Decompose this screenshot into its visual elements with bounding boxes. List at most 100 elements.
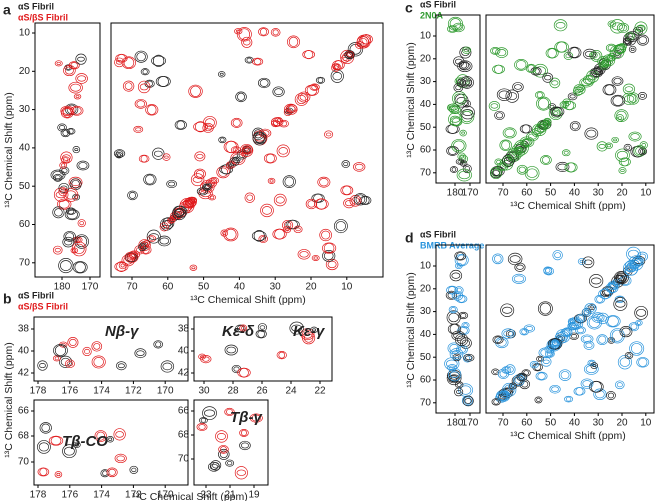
contour [115,431,124,438]
contour [628,255,644,271]
contour [323,251,334,261]
y-tick-label: 38 [178,324,190,335]
y-tick-label: 10 [19,28,31,39]
x-tick-label: 20 [616,188,628,199]
contour [299,251,309,258]
x-tick-label: 172 [125,386,142,397]
contour [635,146,645,156]
x-tick-label: 178 [30,490,47,501]
contour [347,42,364,57]
peak-annotation: Tβ-CO [62,433,108,450]
contour [567,92,578,101]
x-tick-label: 50 [545,188,557,199]
x-tick-label: 30 [270,282,282,293]
legend-entry: αS Fibril [420,229,456,239]
contour [136,100,146,108]
y-tick-label: 50 [420,352,432,363]
contour [615,380,625,390]
y-tick-label: 10 [420,261,432,272]
contour [495,47,509,58]
contour [215,430,228,443]
contour [447,364,458,372]
contour [276,144,290,158]
x-tick-label: 170 [462,418,479,429]
contour [258,128,272,138]
y-tick-label: 66 [178,406,190,417]
contour [509,255,521,263]
contour [613,297,628,311]
spectrum-contours [37,422,139,478]
contour [573,387,586,396]
contour [54,471,63,478]
contour [459,129,467,137]
contour [313,256,318,260]
contour [37,467,50,477]
contour [252,57,264,66]
contour [514,84,522,90]
contour [461,49,470,56]
contour [579,259,585,263]
contour [152,147,165,160]
contour [358,36,369,48]
contour [616,110,627,121]
contour [50,169,66,181]
contour [633,257,642,266]
contour [564,162,578,173]
contour [453,93,465,104]
contour [504,156,513,165]
x-tick-label: 176 [61,386,78,397]
contour [283,225,292,234]
contour [238,28,251,41]
contour [335,221,346,232]
contour [166,179,177,189]
spectrum-contours [445,16,475,182]
contour [317,176,331,188]
x-axis-label: ¹³C Chemical Shift (ppm) [190,294,306,306]
contour [234,28,243,35]
contour [78,162,88,169]
y-tick-label: 68 [178,430,190,441]
contour [157,235,171,247]
contour [351,196,360,205]
contour [224,407,235,416]
x-tick-label: 60 [521,418,533,429]
contour [59,161,68,169]
x-tick-label: 174 [93,490,110,501]
contour [626,353,632,358]
contour [452,22,465,33]
contour [582,335,592,343]
contour [140,154,148,163]
contour [161,224,168,229]
contour [74,234,89,249]
x-tick-label: 23 [200,490,212,501]
contour [300,328,315,341]
y-tick-label: 60 [19,219,31,230]
contour [164,155,169,159]
contour [500,303,515,317]
contour [303,333,314,343]
contour [66,128,76,135]
x-axis-label: ¹³C Chemical Shift (ppm) [132,491,248,501]
contour [76,160,90,171]
contour [563,51,574,60]
contour [93,357,104,367]
contour [611,76,624,86]
contour [325,132,332,137]
contour [451,167,457,172]
contour [527,64,535,73]
contour [190,173,205,187]
contour [146,80,153,87]
contour [142,69,148,75]
contour [282,219,294,231]
contour [233,366,240,372]
contour [456,264,461,268]
contour [544,345,555,354]
x-axis-label: ¹³C Chemical Shift (ppm) [510,200,626,212]
contour [498,391,509,401]
contour [202,183,212,191]
contour [619,357,631,367]
contour [317,77,324,84]
contour [451,272,461,279]
contour [614,271,629,285]
contour [448,312,459,323]
